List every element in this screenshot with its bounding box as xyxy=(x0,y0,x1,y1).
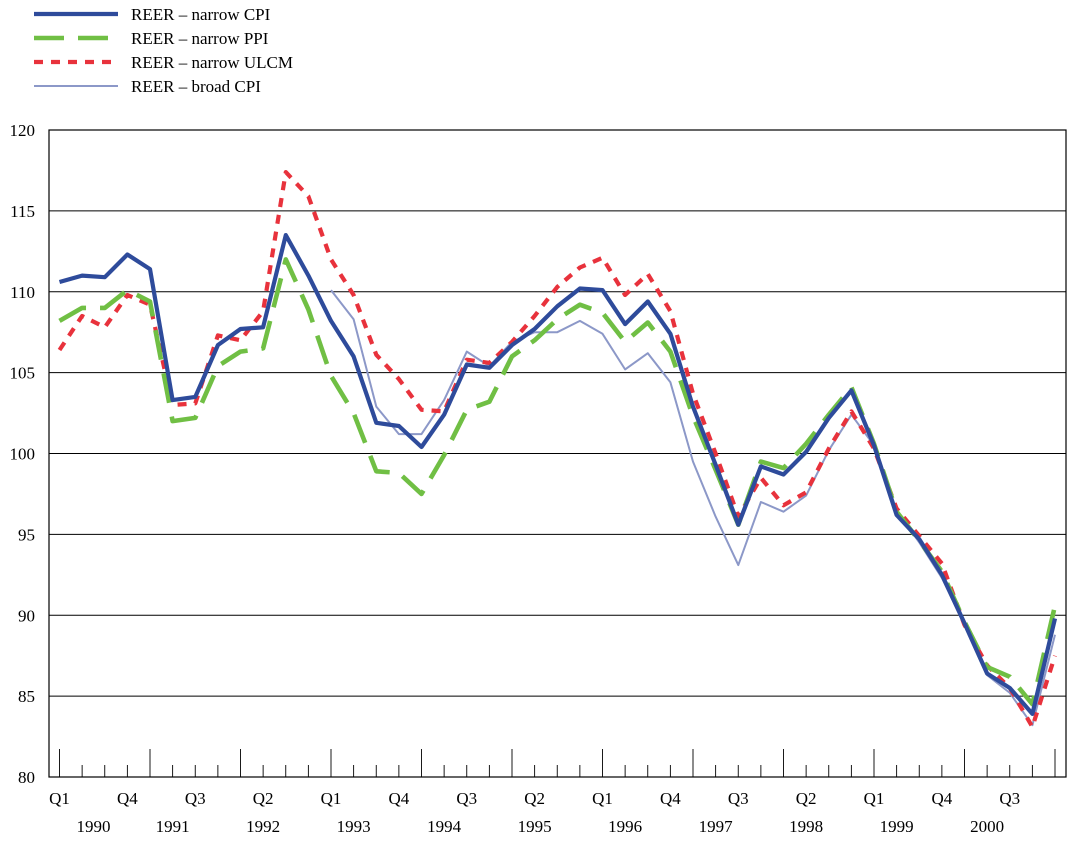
series-line-3 xyxy=(57,170,1058,729)
y-tick-label: 90 xyxy=(18,606,35,625)
legend-label-4: REER – broad CPI xyxy=(131,77,261,96)
y-tick-label: 120 xyxy=(10,121,36,140)
x-year-label: 1999 xyxy=(880,817,914,836)
y-tick-label: 85 xyxy=(18,687,35,706)
x-year-label: 2000 xyxy=(970,817,1004,836)
legend-label-3: REER – narrow ULCM xyxy=(131,53,293,72)
x-quarter-label: Q2 xyxy=(796,789,817,808)
y-tick-label: 100 xyxy=(10,445,36,464)
x-quarter-label: Q1 xyxy=(321,789,342,808)
legend-label-2: REER – narrow PPI xyxy=(131,29,269,48)
x-quarter-label: Q2 xyxy=(253,789,274,808)
x-year-label: 1997 xyxy=(699,817,734,836)
x-year-label: 1998 xyxy=(789,817,823,836)
x-quarter-label: Q4 xyxy=(931,789,952,808)
x-quarter-label: Q3 xyxy=(456,789,477,808)
x-year-label: 1996 xyxy=(608,817,642,836)
x-axis-labels: Q1 Q4 Q3 Q2 Q1 Q4 Q3 Q2 Q1 Q4 Q3 Q2 Q1 Q4 Q3 1990 1991 19… xyxy=(49,789,1020,836)
x-quarter-label: Q3 xyxy=(728,789,749,808)
y-tick-label: 80 xyxy=(18,768,35,787)
gridlines xyxy=(49,210,1066,697)
x-year-label: 1992 xyxy=(246,817,280,836)
x-year-label: 1994 xyxy=(427,817,462,836)
series-line-4 xyxy=(330,289,1056,727)
x-quarter-label: Q4 xyxy=(117,789,138,808)
plot-frame xyxy=(48,129,1067,778)
x-year-label: 1990 xyxy=(76,817,110,836)
x-year-label: 1995 xyxy=(518,817,552,836)
x-quarter-label: Q1 xyxy=(864,789,885,808)
legend-label-1: REER – narrow CPI xyxy=(131,5,271,24)
series-line-2 xyxy=(58,257,1058,707)
series-line-1 xyxy=(58,233,1058,716)
x-quarter-label: Q3 xyxy=(999,789,1020,808)
y-tick-label: 110 xyxy=(10,283,35,302)
y-axis-labels: 80 85 90 95 100 105 110 115 120 xyxy=(10,121,36,787)
y-tick-label: 115 xyxy=(10,202,35,221)
x-quarter-label: Q1 xyxy=(49,789,70,808)
x-quarter-label: Q4 xyxy=(660,789,681,808)
x-quarter-label: Q2 xyxy=(524,789,545,808)
y-tick-label: 95 xyxy=(18,525,35,544)
x-quarter-label: Q3 xyxy=(185,789,206,808)
y-tick-label: 105 xyxy=(10,364,36,383)
x-year-label: 1993 xyxy=(337,817,371,836)
x-quarter-label: Q4 xyxy=(388,789,409,808)
x-year-label: 1991 xyxy=(156,817,190,836)
legend: REER – narrow CPI REER – narrow PPI REER –… xyxy=(34,5,293,96)
x-axis-ticks xyxy=(59,749,1056,777)
series-layer xyxy=(57,170,1058,729)
x-quarter-label: Q1 xyxy=(592,789,613,808)
